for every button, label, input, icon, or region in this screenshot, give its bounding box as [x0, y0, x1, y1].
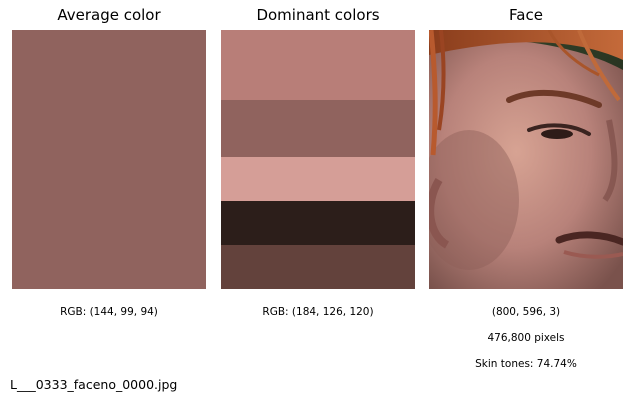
dominant-color-swatch — [221, 30, 415, 100]
dominant-color-swatch — [221, 201, 415, 245]
face-pixels-label: 476,800 pixels — [487, 332, 565, 344]
face-title: Face — [509, 6, 543, 24]
dominant-colors-stack — [221, 30, 415, 289]
dominant-color-swatch — [221, 157, 415, 201]
face-photo-graphic — [429, 30, 623, 289]
dominant-colors-title: Dominant colors — [256, 6, 380, 24]
dominant-color-swatch — [221, 245, 415, 289]
dominant-color-rgb: RGB: (184, 126, 120) — [262, 306, 374, 318]
average-color-title: Average color — [57, 6, 161, 24]
face-image — [429, 30, 623, 289]
average-color-rgb: RGB: (144, 99, 94) — [60, 306, 158, 318]
dominant-color-swatch — [221, 100, 415, 157]
face-shape-label: (800, 596, 3) — [491, 306, 561, 318]
average-color-swatch — [12, 30, 206, 289]
skin-tones-label: Skin tones: 74.74% — [475, 358, 577, 370]
filename-label: L___0333_faceno_0000.jpg — [10, 377, 178, 392]
